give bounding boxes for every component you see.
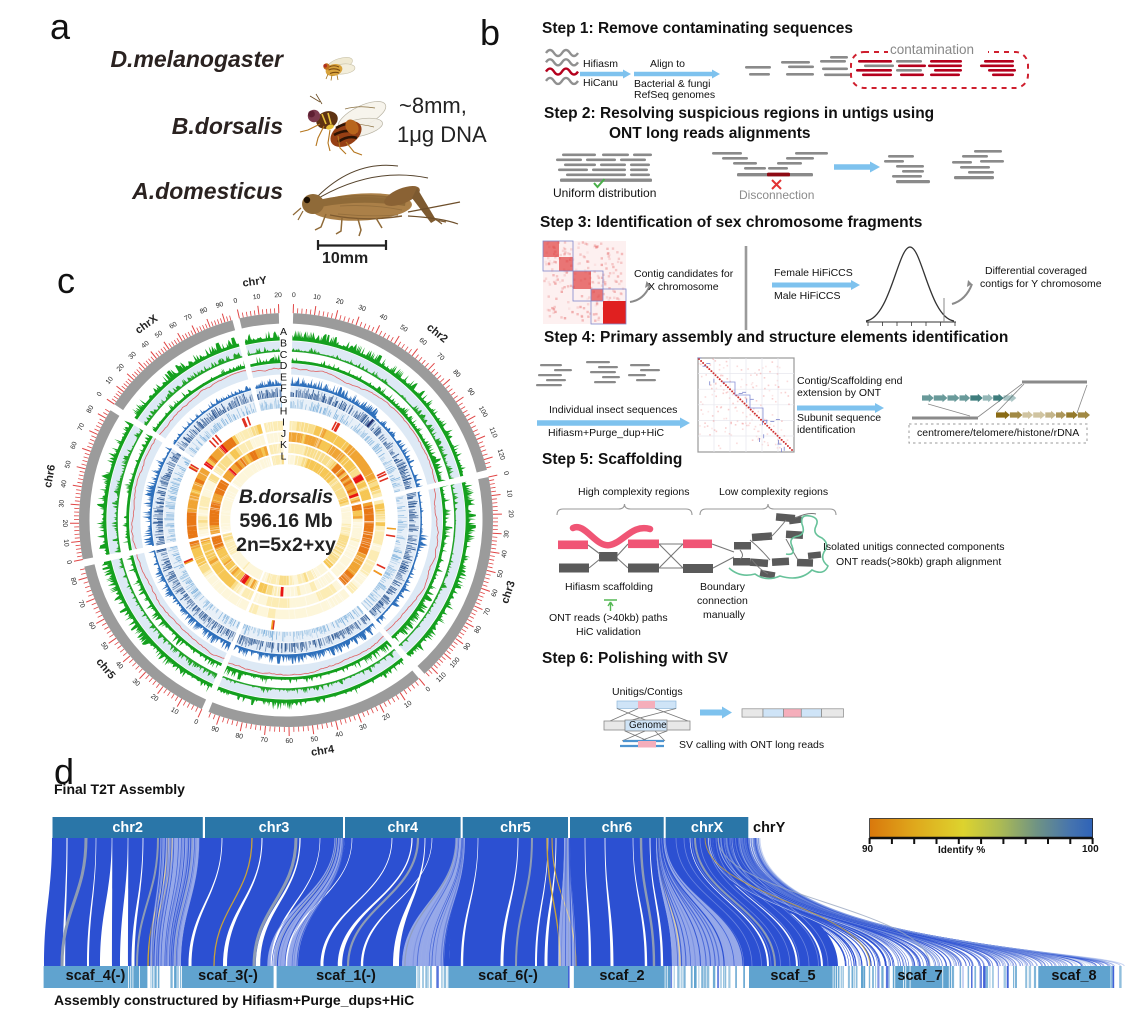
svg-text:C: C (280, 349, 288, 361)
svg-text:F: F (280, 383, 286, 395)
svg-text:K: K (280, 439, 287, 451)
svg-text:0: 0 (502, 471, 510, 476)
svg-text:10: 10 (62, 539, 70, 547)
svg-text:10: 10 (169, 706, 179, 716)
svg-text:40: 40 (335, 731, 344, 740)
svg-text:20: 20 (61, 520, 68, 528)
svg-text:chr6: chr6 (42, 464, 58, 489)
svg-text:60: 60 (70, 441, 79, 451)
svg-text:70: 70 (260, 737, 268, 745)
svg-text:20: 20 (116, 363, 126, 373)
svg-text:100: 100 (477, 405, 489, 419)
svg-text:chr4: chr4 (310, 743, 336, 759)
svg-text:30: 30 (503, 530, 510, 538)
svg-text:40: 40 (378, 313, 388, 323)
svg-text:chr3: chr3 (499, 579, 518, 605)
svg-text:60: 60 (87, 621, 97, 631)
svg-text:E: E (280, 371, 287, 383)
svg-text:I: I (282, 417, 285, 429)
svg-text:50: 50 (154, 330, 164, 340)
svg-text:50: 50 (99, 641, 109, 651)
svg-text:80: 80 (235, 732, 244, 740)
svg-text:80: 80 (473, 625, 483, 635)
svg-text:70: 70 (183, 313, 193, 323)
svg-text:B: B (280, 338, 287, 350)
svg-text:70: 70 (77, 599, 86, 609)
svg-text:60: 60 (168, 321, 178, 331)
svg-text:596.16 Mb: 596.16 Mb (239, 510, 332, 532)
svg-text:L: L (281, 451, 287, 463)
svg-text:10: 10 (505, 489, 513, 498)
svg-text:A: A (280, 326, 287, 338)
svg-text:80: 80 (69, 577, 78, 586)
svg-text:80: 80 (199, 306, 209, 315)
svg-text:0: 0 (233, 297, 238, 305)
svg-text:20: 20 (274, 292, 282, 299)
svg-text:60: 60 (491, 588, 500, 598)
svg-text:10: 10 (252, 293, 261, 301)
svg-text:80: 80 (451, 369, 461, 379)
svg-text:20: 20 (381, 713, 391, 723)
svg-text:120: 120 (496, 448, 506, 461)
svg-text:60: 60 (285, 738, 293, 745)
svg-text:B.dorsalis: B.dorsalis (239, 486, 333, 508)
svg-text:30: 30 (357, 304, 367, 313)
svg-text:90: 90 (463, 642, 473, 652)
svg-text:30: 30 (58, 499, 66, 507)
svg-text:2n=5x2+xy: 2n=5x2+xy (236, 534, 336, 556)
svg-text:90: 90 (215, 301, 225, 310)
svg-text:30: 30 (128, 351, 138, 361)
svg-text:10: 10 (313, 294, 322, 302)
svg-text:0: 0 (193, 718, 200, 726)
svg-text:50: 50 (497, 569, 506, 578)
svg-text:G: G (279, 394, 287, 406)
svg-text:J: J (281, 428, 286, 440)
svg-text:40: 40 (501, 550, 509, 559)
svg-text:40: 40 (60, 479, 68, 488)
svg-text:20: 20 (149, 693, 159, 703)
svg-text:20: 20 (507, 510, 514, 518)
svg-text:10: 10 (403, 700, 413, 710)
svg-text:80: 80 (86, 404, 96, 414)
svg-text:110: 110 (488, 426, 499, 439)
svg-text:0: 0 (292, 292, 296, 299)
svg-text:70: 70 (483, 607, 493, 617)
svg-text:70: 70 (77, 422, 87, 432)
svg-text:90: 90 (466, 387, 476, 397)
svg-text:40: 40 (140, 340, 150, 350)
svg-text:0: 0 (425, 686, 433, 694)
svg-text:30: 30 (131, 678, 141, 688)
svg-text:90: 90 (210, 725, 220, 734)
svg-text:100: 100 (449, 656, 462, 669)
svg-text:30: 30 (359, 723, 369, 732)
svg-text:D: D (280, 360, 288, 372)
svg-text:0: 0 (65, 560, 73, 565)
svg-text:chr2: chr2 (424, 321, 450, 345)
svg-text:0: 0 (96, 391, 104, 398)
svg-text:chr5: chr5 (93, 656, 117, 682)
svg-text:chrY: chrY (242, 274, 268, 289)
svg-text:50: 50 (64, 460, 73, 469)
svg-text:50: 50 (310, 736, 319, 744)
svg-text:40: 40 (114, 660, 124, 670)
svg-text:H: H (280, 405, 288, 417)
svg-text:60: 60 (418, 337, 428, 347)
svg-text:10: 10 (105, 375, 115, 385)
svg-text:70: 70 (435, 352, 445, 362)
svg-text:20: 20 (335, 298, 344, 307)
svg-text:50: 50 (399, 324, 409, 334)
